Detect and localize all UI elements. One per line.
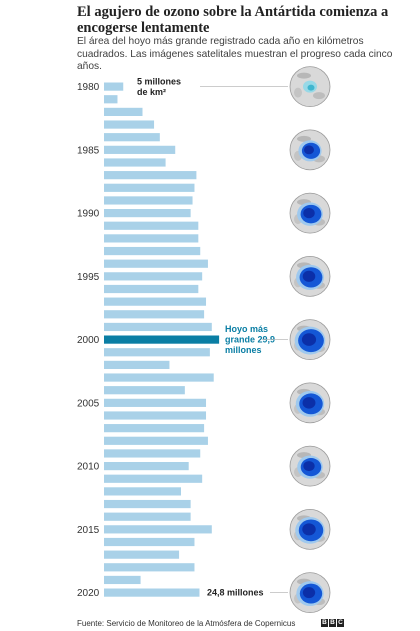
bar-2019 xyxy=(104,575,141,585)
bar-2002 xyxy=(104,360,170,369)
bar-2011 xyxy=(104,474,203,483)
bar-1981 xyxy=(104,95,118,104)
satellite-image-2005 xyxy=(289,382,331,424)
bar-1983 xyxy=(104,120,155,129)
bar-1980 xyxy=(104,82,124,91)
annotation-text: de km² xyxy=(137,87,166,97)
bar-1998 xyxy=(104,310,205,319)
bar-1990 xyxy=(104,209,191,218)
chart-subtitle: El área del hoyo más grande registrado c… xyxy=(77,36,393,72)
chart-title: El agujero de ozono sobre la Antártida c… xyxy=(77,4,389,36)
bar-1982 xyxy=(104,107,143,116)
year-label: 2020 xyxy=(77,588,100,599)
annotation-text: 5 millones xyxy=(137,76,181,86)
bar-1989 xyxy=(104,196,193,205)
satellite-image-1980 xyxy=(289,66,331,107)
bar-1995 xyxy=(104,272,203,281)
bar-2020 xyxy=(104,588,200,597)
annotation-text: millones xyxy=(225,345,262,355)
year-label: 2015 xyxy=(77,525,100,536)
bbc-logo: B B C xyxy=(321,619,344,627)
satellite-image-1985 xyxy=(289,129,331,171)
year-label: 1980 xyxy=(77,82,100,93)
bar-1988 xyxy=(104,183,195,192)
year-label: 1995 xyxy=(77,272,100,283)
logo-letter: C xyxy=(337,619,344,627)
bar-1987 xyxy=(104,171,197,180)
bar-1993 xyxy=(104,246,201,256)
satellite-image-1995 xyxy=(289,255,331,297)
annotation-text: 24,8 millones xyxy=(207,588,264,598)
bar-2017 xyxy=(104,550,180,559)
bar-1986 xyxy=(104,158,166,167)
bar-1994 xyxy=(104,259,208,268)
annotation-text: Hoyo más xyxy=(225,324,268,334)
logo-letter: B xyxy=(329,619,336,627)
satellite-image-2015 xyxy=(289,508,331,550)
bar-2013 xyxy=(104,499,191,509)
bar-2016 xyxy=(104,537,195,547)
bar-1991 xyxy=(104,221,199,230)
bar-1997 xyxy=(104,297,207,306)
bar-2015 xyxy=(104,525,212,534)
year-label: 2005 xyxy=(77,398,100,409)
bar-2010 xyxy=(104,462,189,471)
bar-2009 xyxy=(104,449,201,458)
bar-2004 xyxy=(104,386,185,395)
logo-letter: B xyxy=(321,619,328,627)
satellite-image-1990 xyxy=(289,192,331,234)
bar-2003 xyxy=(104,373,214,382)
bar-2007 xyxy=(104,424,205,433)
source-note: Fuente: Servicio de Monitoreo de la Atmó… xyxy=(77,619,296,628)
bar-1984 xyxy=(104,133,160,142)
bar-1999 xyxy=(104,322,212,332)
satellite-image-2010 xyxy=(289,445,331,487)
year-label: 1990 xyxy=(77,209,100,220)
annotation-text: grande 29,9 xyxy=(225,335,275,345)
bar-2008 xyxy=(104,436,208,445)
bar-2012 xyxy=(104,487,181,496)
bar-1992 xyxy=(104,234,199,243)
bar-2014 xyxy=(104,512,191,521)
year-label: 2000 xyxy=(77,335,100,346)
bar-2005 xyxy=(104,398,207,407)
bar-1996 xyxy=(104,284,199,294)
year-label: 2010 xyxy=(77,462,100,473)
satellite-image-2000 xyxy=(289,319,331,361)
bar-1985 xyxy=(104,145,176,154)
year-label: 1985 xyxy=(77,145,100,156)
bar-2006 xyxy=(104,411,207,420)
bar-2018 xyxy=(104,563,195,572)
bar-2000 xyxy=(104,335,220,344)
bar-2001 xyxy=(104,348,210,357)
satellite-image-2020 xyxy=(289,572,331,613)
